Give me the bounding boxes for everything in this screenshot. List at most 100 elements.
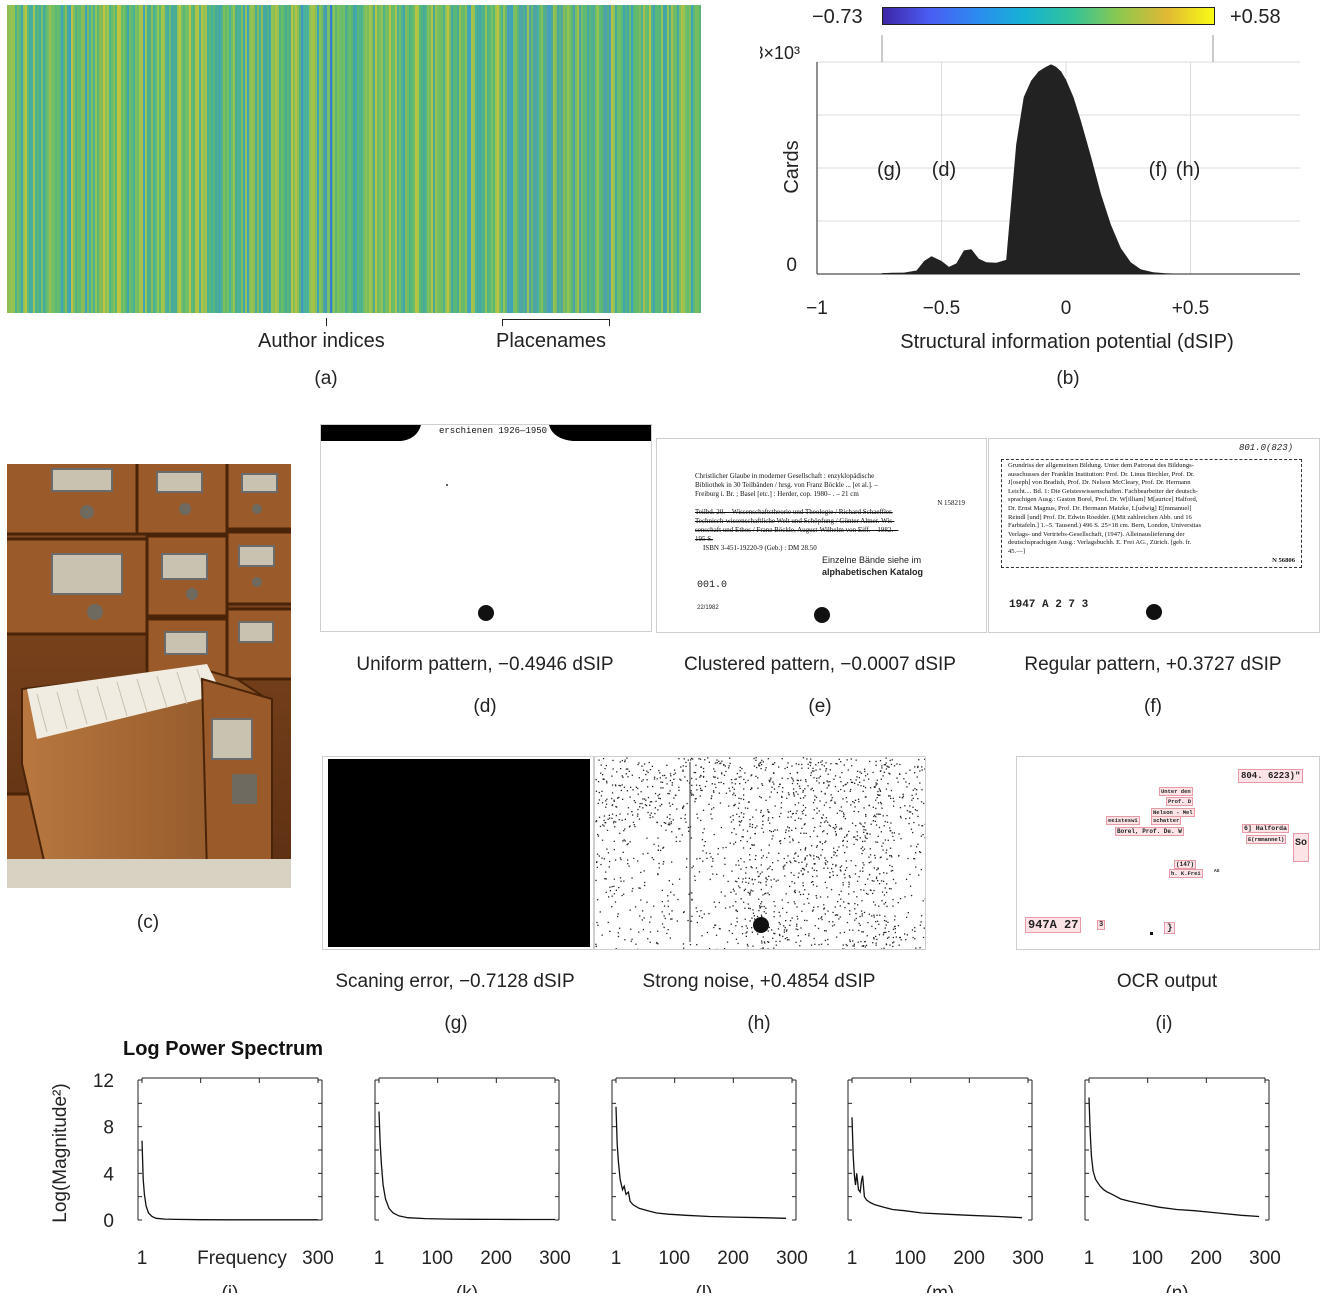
- x-tick-label: 0: [1061, 298, 1072, 319]
- x-tick-label: −1: [806, 298, 828, 319]
- card-f-corner-code: 801.0(823): [1239, 443, 1294, 453]
- spectrum-plot: 1 100 200 300 (m): [847, 1077, 1044, 1293]
- y-axis-label: Cards: [781, 140, 803, 193]
- annotation-label: (e): [1054, 159, 1078, 181]
- caption-e: (e): [808, 696, 832, 717]
- card-e-line: 195 S.: [695, 535, 713, 543]
- spectrum-line: [378, 1111, 555, 1221]
- card-i-description: OCR output: [1116, 971, 1218, 992]
- x-tick-label: 300: [539, 1248, 571, 1269]
- x-tick-label: 1: [1084, 1248, 1095, 1269]
- card-e-punch-hole: [814, 607, 830, 623]
- annotation-label: (g): [877, 159, 901, 181]
- card-f-line: Reindl [und] Prof. Dr. Edwin Roedder. ((…: [1008, 513, 1192, 521]
- card-e-line: Christlicher Glaube in moderner Gesellsc…: [695, 472, 875, 480]
- x-tick-label: 200: [1190, 1248, 1222, 1269]
- spectrum-line: [615, 1106, 787, 1219]
- ocr-box: 6] Halforda: [1242, 824, 1289, 833]
- card-e-body: Christlicher Glaube in moderner Gesellsc…: [695, 472, 965, 553]
- x-tick-label: 1: [847, 1248, 858, 1269]
- caption-h: (h): [747, 1013, 771, 1034]
- card-f-line: sprachigen Ausg.: Gaston Borel, Prof. Dr…: [1008, 496, 1198, 504]
- spectrum-plot: 1 100 200 300 (n): [1084, 1077, 1281, 1293]
- y-tick-label: 1.8×10³: [760, 43, 800, 63]
- placenames-bracket: [502, 319, 610, 326]
- author-indices-label: Author indices: [258, 330, 385, 352]
- card-e-code: 001.0: [697, 580, 728, 591]
- card-f-number: N 56806: [1272, 556, 1295, 564]
- card-e-date: 22/1982: [697, 605, 719, 611]
- ocr-dot: [1150, 932, 1153, 935]
- card-f-line: Grundriss der allgemeinen Bildung. Unter…: [1008, 462, 1194, 469]
- card-e-line: ISBN 3-451-19220-9 (Geb.) : DM 28.50: [703, 544, 817, 552]
- card-f-line: Leicht.... Bd. 1: Die Geisteswissenschaf…: [1008, 487, 1198, 495]
- card-f-line: Dr. Ernst Magnus, Prof. Dr. Hermann Matz…: [1008, 504, 1192, 512]
- colorbar-max-label: +0.58: [1230, 6, 1281, 28]
- card-e-clustered: Christlicher Glaube in moderner Gesellsc…: [656, 438, 987, 633]
- card-e-note: Einzelne Bände siehe im alphabetischen K…: [822, 554, 923, 578]
- card-e-line: Teilbd. 20. – Wissenschaftstheorie und T…: [695, 508, 893, 516]
- card-g-scan-error: [322, 756, 594, 950]
- card-e-line: Bibliothek in 30 Teilbänden / hrsg. von …: [695, 481, 878, 489]
- y-tick-label: 0: [103, 1211, 114, 1232]
- card-h-noise: [594, 756, 926, 950]
- card-catalog-photo: [7, 464, 291, 888]
- spectrum-caption: (k): [456, 1283, 478, 1293]
- card-e-description: Clustered pattern, −0.0007 dSIP: [684, 654, 956, 675]
- card-f-punch-hole: [1146, 604, 1162, 620]
- x-axis-label: Structural information potential (dSIP): [900, 331, 1234, 353]
- histogram-area: [881, 64, 1191, 275]
- ocr-box: (147): [1174, 860, 1197, 869]
- spectrum-caption: (n): [1165, 1283, 1188, 1293]
- y-tick-label: 4: [103, 1164, 114, 1185]
- spectra-title: Log Power Spectrum: [123, 1038, 324, 1060]
- card-f-description: Regular pattern, +0.3727 dSIP: [1024, 654, 1282, 675]
- x-axis-label: Frequency: [197, 1248, 287, 1269]
- ocr-box: eeisteswi: [1106, 816, 1140, 825]
- annotation-label: (d): [932, 159, 956, 181]
- spectrum-plot: 1 300 Frequency 12 8 4 0 (j): [93, 1071, 334, 1293]
- card-i-ocr: 804. 6223)" Unter den Prof. D Nelson - M…: [1016, 756, 1320, 950]
- x-tick-label: 100: [658, 1248, 690, 1269]
- spectrum-line: [1088, 1097, 1260, 1218]
- y-tick-label: 8: [103, 1118, 114, 1139]
- colorbar-min-label: −0.73: [812, 6, 863, 28]
- x-tick-label: 100: [421, 1248, 453, 1269]
- annotation-label: (f): [1149, 159, 1168, 181]
- y-tick-label: 12: [93, 1071, 114, 1092]
- card-f-line: 45.—]: [1008, 547, 1026, 555]
- card-catalog-illustration: [7, 464, 291, 888]
- card-f-stamp: 1947 A 2 7 3: [1009, 599, 1089, 611]
- ocr-box: h. K.Frei: [1169, 869, 1203, 878]
- card-e-note-line: alphabetischen Katalog: [822, 567, 924, 577]
- spectrum-caption: (m): [926, 1283, 954, 1293]
- card-d-punch-hole: [478, 605, 494, 621]
- card-f-regular: 801.0(823) Grundriss der allgemeinen Bil…: [988, 438, 1320, 633]
- card-e-line: senschaft und Ethos / Franz Böckle, Augu…: [695, 526, 899, 534]
- x-tick-label: 100: [1131, 1248, 1163, 1269]
- caption-f: (f): [1144, 696, 1162, 717]
- x-tick-label: +0.5: [1172, 298, 1210, 319]
- x-tick-label: −0.5: [923, 298, 961, 319]
- ocr-box: E(rmmannel): [1246, 835, 1287, 844]
- ocr-box: }: [1164, 922, 1176, 934]
- annotation-label: (h): [1176, 159, 1200, 181]
- author-indices-tick: [326, 318, 327, 326]
- card-h-punch-hole: [753, 917, 769, 933]
- spectrum-line: [141, 1140, 318, 1221]
- ocr-box: 804. 6223)": [1238, 769, 1304, 783]
- x-tick-label: 100: [894, 1248, 926, 1269]
- ocr-box: So: [1293, 833, 1310, 862]
- card-d-uniform: erschienen 1926—1950: [320, 424, 652, 632]
- ocr-box: Unter den: [1159, 787, 1193, 796]
- card-g-black-scan: [328, 759, 590, 947]
- x-tick-label: 1: [611, 1248, 622, 1269]
- spectra-plots: 1 300 Frequency 12 8 4 0 (j) 1 100 200 300 (k) 1 100 20…: [93, 1071, 1281, 1293]
- spectrum-caption: (j): [222, 1283, 239, 1293]
- colorbar: [882, 7, 1215, 25]
- card-d-description: Uniform pattern, −0.4946 dSIP: [356, 654, 614, 675]
- x-tick-label: 200: [953, 1248, 985, 1269]
- card-d-heading: erschienen 1926—1950: [439, 426, 548, 436]
- card-e-note-line: Einzelne Bände siehe im: [822, 555, 922, 565]
